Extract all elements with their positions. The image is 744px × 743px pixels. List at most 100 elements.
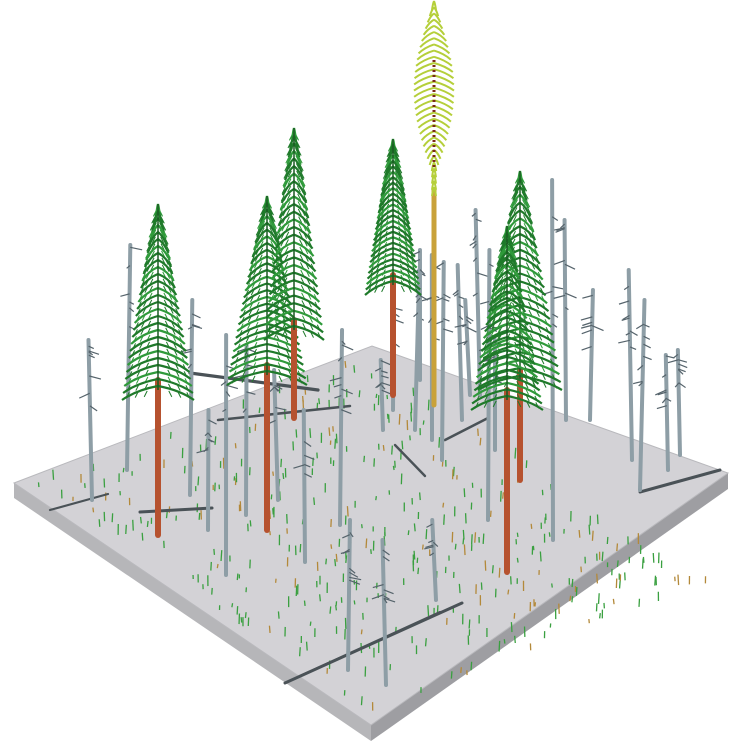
- seedling: [277, 611, 280, 619]
- seedling: [474, 532, 477, 543]
- seedling: [470, 534, 473, 545]
- fallen-log: [138, 506, 214, 514]
- seedling: [375, 393, 378, 399]
- seedling: [510, 622, 513, 633]
- snag-tree: [374, 358, 394, 432]
- seedling: [410, 402, 413, 411]
- seedling: [479, 437, 482, 446]
- seedling: [125, 524, 127, 535]
- seedling: [598, 613, 601, 619]
- seedling: [334, 559, 337, 567]
- seedling: [298, 647, 301, 657]
- snag-tree: [553, 218, 577, 422]
- seedling: [392, 465, 395, 471]
- seedling: [503, 639, 506, 644]
- seedling: [353, 600, 356, 605]
- snag-tree: [452, 263, 466, 422]
- seedling: [618, 579, 621, 589]
- plot-top: [12, 345, 730, 726]
- seedling: [268, 625, 271, 633]
- plot-side-left: [14, 483, 371, 741]
- seedling: [507, 589, 510, 595]
- seedling: [575, 587, 578, 596]
- seedling: [454, 543, 457, 550]
- seedling: [330, 544, 333, 549]
- seedling: [588, 524, 591, 535]
- seedling: [498, 567, 501, 578]
- seedling: [539, 551, 542, 562]
- seedling: [303, 600, 306, 607]
- seedling: [335, 605, 338, 611]
- seedling: [525, 460, 528, 469]
- seedling: [141, 532, 144, 541]
- seedling: [98, 519, 101, 527]
- snag-tree: [340, 518, 362, 672]
- seedling: [236, 606, 239, 615]
- seedling: [335, 433, 338, 444]
- fallen-log: [638, 468, 722, 494]
- young-yellow-tree: [413, 0, 455, 408]
- seedling: [551, 583, 553, 588]
- seedling: [470, 661, 473, 671]
- seedling: [345, 555, 348, 563]
- seedling: [329, 606, 332, 614]
- seedling: [122, 467, 125, 473]
- seedling: [334, 438, 337, 449]
- seedling: [597, 593, 600, 605]
- seedling: [460, 667, 462, 674]
- seedling: [309, 428, 312, 438]
- seedling: [463, 488, 466, 498]
- seedling: [92, 507, 95, 513]
- seedling: [571, 578, 574, 588]
- seedling: [578, 529, 581, 538]
- seedling: [498, 640, 501, 652]
- seedling: [386, 413, 389, 419]
- snag-tree: [234, 343, 258, 517]
- snag-tree: [78, 338, 102, 502]
- seedling: [216, 563, 219, 569]
- seedling: [335, 553, 338, 562]
- seedling: [502, 492, 505, 499]
- seedling: [249, 520, 252, 527]
- snag-tree: [293, 408, 315, 564]
- seedling: [52, 469, 55, 480]
- seedling: [516, 557, 519, 563]
- live-conifer: [263, 127, 325, 421]
- seedling: [213, 548, 216, 555]
- seedling: [417, 567, 420, 575]
- seedling: [499, 490, 502, 502]
- fallen-log: [393, 443, 427, 478]
- seedling: [258, 407, 261, 414]
- seedling: [197, 476, 200, 486]
- snag-tree: [424, 518, 439, 602]
- live-conifer: [364, 138, 422, 398]
- seedling: [319, 594, 322, 602]
- seedling: [398, 413, 401, 425]
- seedling: [513, 635, 516, 644]
- seedling: [309, 621, 312, 626]
- seedling: [482, 533, 485, 544]
- snag-tree: [454, 298, 477, 397]
- seedling: [299, 543, 302, 553]
- snag-tree: [410, 248, 429, 382]
- snag-tree: [371, 538, 396, 687]
- seedling: [548, 532, 551, 537]
- seedling: [132, 519, 134, 531]
- seedling: [305, 641, 308, 651]
- standing-trees-layer: [78, 0, 688, 687]
- snag-tree: [541, 178, 564, 542]
- seedling: [468, 619, 471, 629]
- seedling: [571, 596, 574, 603]
- seedling: [427, 399, 430, 411]
- seedling: [443, 514, 445, 525]
- seedling: [295, 429, 298, 438]
- seedling: [214, 436, 217, 445]
- seedling: [358, 390, 361, 398]
- seedling: [236, 573, 239, 581]
- seedling: [401, 440, 404, 450]
- seedling: [591, 530, 594, 541]
- seedling: [677, 574, 680, 586]
- seedling: [382, 444, 385, 451]
- seedling: [569, 595, 572, 602]
- seedling: [458, 583, 461, 594]
